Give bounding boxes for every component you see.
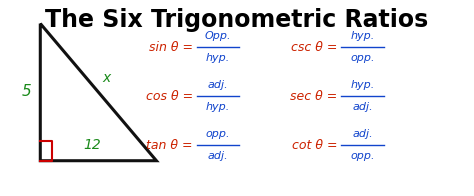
Text: The Six Trigonometric Ratios: The Six Trigonometric Ratios bbox=[46, 8, 428, 32]
Text: cos θ =: cos θ = bbox=[146, 90, 197, 103]
Text: Opp.: Opp. bbox=[205, 31, 231, 41]
Text: adj.: adj. bbox=[208, 80, 228, 90]
Text: hyp.: hyp. bbox=[350, 31, 375, 41]
Text: opp.: opp. bbox=[206, 129, 230, 139]
Text: adj.: adj. bbox=[208, 151, 228, 161]
Text: sin θ =: sin θ = bbox=[149, 41, 197, 54]
Text: tan θ =: tan θ = bbox=[146, 139, 197, 152]
Text: opp.: opp. bbox=[350, 53, 375, 63]
Text: hyp.: hyp. bbox=[350, 80, 375, 90]
Text: adj.: adj. bbox=[352, 102, 373, 112]
Text: cot θ =: cot θ = bbox=[292, 139, 341, 152]
Text: 12: 12 bbox=[83, 138, 101, 152]
Text: 5: 5 bbox=[21, 84, 31, 99]
Text: hyp.: hyp. bbox=[206, 102, 230, 112]
Text: sec θ =: sec θ = bbox=[290, 90, 341, 103]
Text: hyp.: hyp. bbox=[206, 53, 230, 63]
Text: adj.: adj. bbox=[352, 129, 373, 139]
Text: opp.: opp. bbox=[350, 151, 375, 161]
Text: csc θ =: csc θ = bbox=[291, 41, 341, 54]
Text: x: x bbox=[102, 71, 111, 85]
